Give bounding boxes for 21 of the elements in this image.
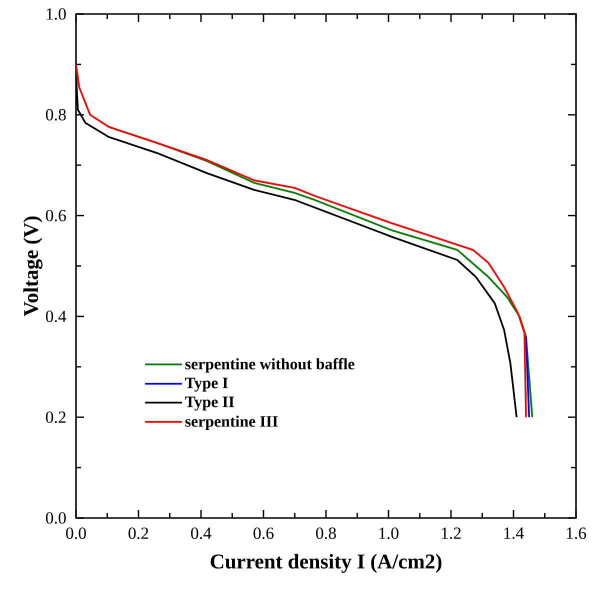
y-tick-label: 0.8 — [46, 109, 66, 121]
x-tick-label: 0.2 — [128, 528, 148, 540]
x-tick-label: 0.0 — [66, 528, 86, 540]
x-tick-label: 1.6 — [566, 528, 586, 539]
legend-label: serpentine without baffle — [185, 358, 354, 373]
y-tick-label: 0.0 — [46, 512, 66, 524]
y-tick-label: 0.2 — [46, 411, 66, 423]
x-tick-label: 1.2 — [442, 528, 461, 539]
x-axis-title: Current density I (A/cm2) — [210, 554, 442, 573]
x-tick-label: 0.8 — [316, 528, 336, 540]
y-tick-label: 1.0 — [46, 8, 66, 20]
x-tick-label: 1.0 — [379, 528, 398, 540]
y-tick-label: 0.4 — [46, 310, 66, 322]
x-tick-label: 1.4 — [504, 528, 524, 539]
y-tick-label: 0.6 — [46, 210, 66, 222]
x-tick-label: 0.6 — [254, 528, 274, 540]
legend-label: Type I — [185, 378, 228, 392]
x-tick-label: 0.4 — [191, 528, 212, 540]
legend-label: Type II — [185, 396, 234, 411]
legend-label: serpentine III — [185, 416, 278, 430]
y-axis-title: Voltage (V) — [23, 216, 42, 316]
